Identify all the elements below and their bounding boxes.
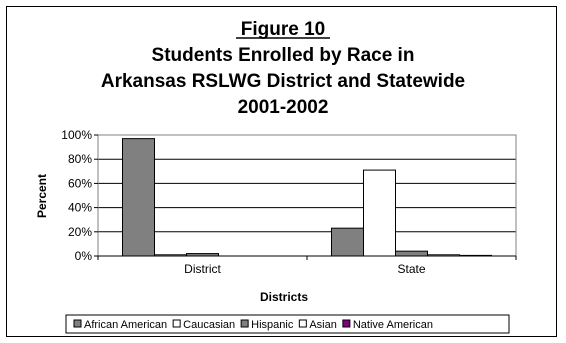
- y-tick-label: 100%: [61, 128, 92, 142]
- y-tick-label: 60%: [68, 176, 92, 190]
- bar: [331, 227, 364, 257]
- legend-label: Caucasian: [183, 319, 235, 331]
- bar: [395, 250, 428, 257]
- y-axis-title: Percent: [35, 174, 49, 218]
- legend-swatch: [342, 319, 351, 328]
- x-tick-label: District: [184, 262, 221, 276]
- y-tick-label: 0%: [75, 249, 93, 263]
- y-tick-label: 40%: [68, 201, 92, 215]
- chart-title-line-4: 2001-2002: [238, 97, 329, 118]
- bars: [122, 138, 492, 257]
- x-axis-ticks: District State: [97, 255, 517, 276]
- legend-swatch: [172, 319, 181, 328]
- legend: African American Caucasian Hispanic Asian Na…: [73, 319, 433, 331]
- y-tick-label: 80%: [68, 152, 92, 166]
- gridlines: [98, 134, 516, 233]
- y-axis-ticks: 0% 20% 40% 60% 80% 100%: [61, 128, 98, 263]
- legend-swatch: [240, 319, 249, 328]
- legend-label: African American: [84, 319, 167, 331]
- chart-title-line-3: Arkansas RSLWG District and Statewide: [101, 71, 465, 92]
- legend-label: Asian: [309, 319, 337, 331]
- bar: [363, 169, 396, 257]
- x-tick-label: State: [397, 262, 425, 276]
- chart-title-line-2: Students Enrolled by Race in: [152, 45, 415, 66]
- x-axis-title: Districts: [260, 290, 308, 304]
- bar: [122, 138, 155, 257]
- legend-swatch: [73, 319, 82, 328]
- legend-swatch: [298, 319, 307, 328]
- y-tick-label: 20%: [68, 225, 92, 239]
- legend-label: Hispanic: [251, 319, 294, 331]
- chart-title-line-1: Figure 10: [241, 19, 325, 40]
- legend-label: Native American: [353, 319, 433, 331]
- plot-area-border: [97, 134, 517, 257]
